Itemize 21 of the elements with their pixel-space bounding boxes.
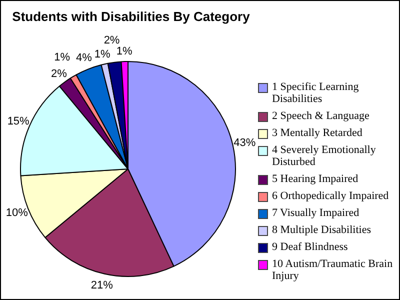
legend-label: 6 Orthopedically Impaired (272, 190, 389, 202)
data-label: 4% (76, 52, 92, 64)
legend-label: 8 Multiple Disabilities (272, 224, 371, 236)
legend-label: 5 Hearing Impaired (272, 173, 358, 185)
legend-label: 10 Autism/Traumatic Brain Injury (272, 258, 394, 282)
legend-label: 9 Deaf Blindness (272, 241, 348, 253)
legend-label: 4 Severely Emotionally Disturbed (272, 144, 377, 168)
chart-title: Students with Disabilities By Category (11, 9, 251, 24)
data-label: 1% (116, 46, 132, 58)
legend-label: 3 Mentally Retarded (272, 127, 362, 139)
legend-label: 2 Speech & Language (272, 110, 370, 122)
data-label: 43% (234, 136, 256, 149)
data-label: 15% (7, 116, 30, 128)
data-label: 1% (54, 52, 70, 64)
data-label: 2% (104, 34, 120, 47)
data-label: 2% (50, 68, 68, 80)
data-label: 1% (94, 48, 111, 60)
legend-label: 7 Visually Impaired (272, 207, 360, 219)
data-label: 21% (90, 280, 114, 292)
legend-label: 1 Specific Learning Disabilities (272, 81, 360, 105)
data-label: 10% (6, 207, 28, 220)
